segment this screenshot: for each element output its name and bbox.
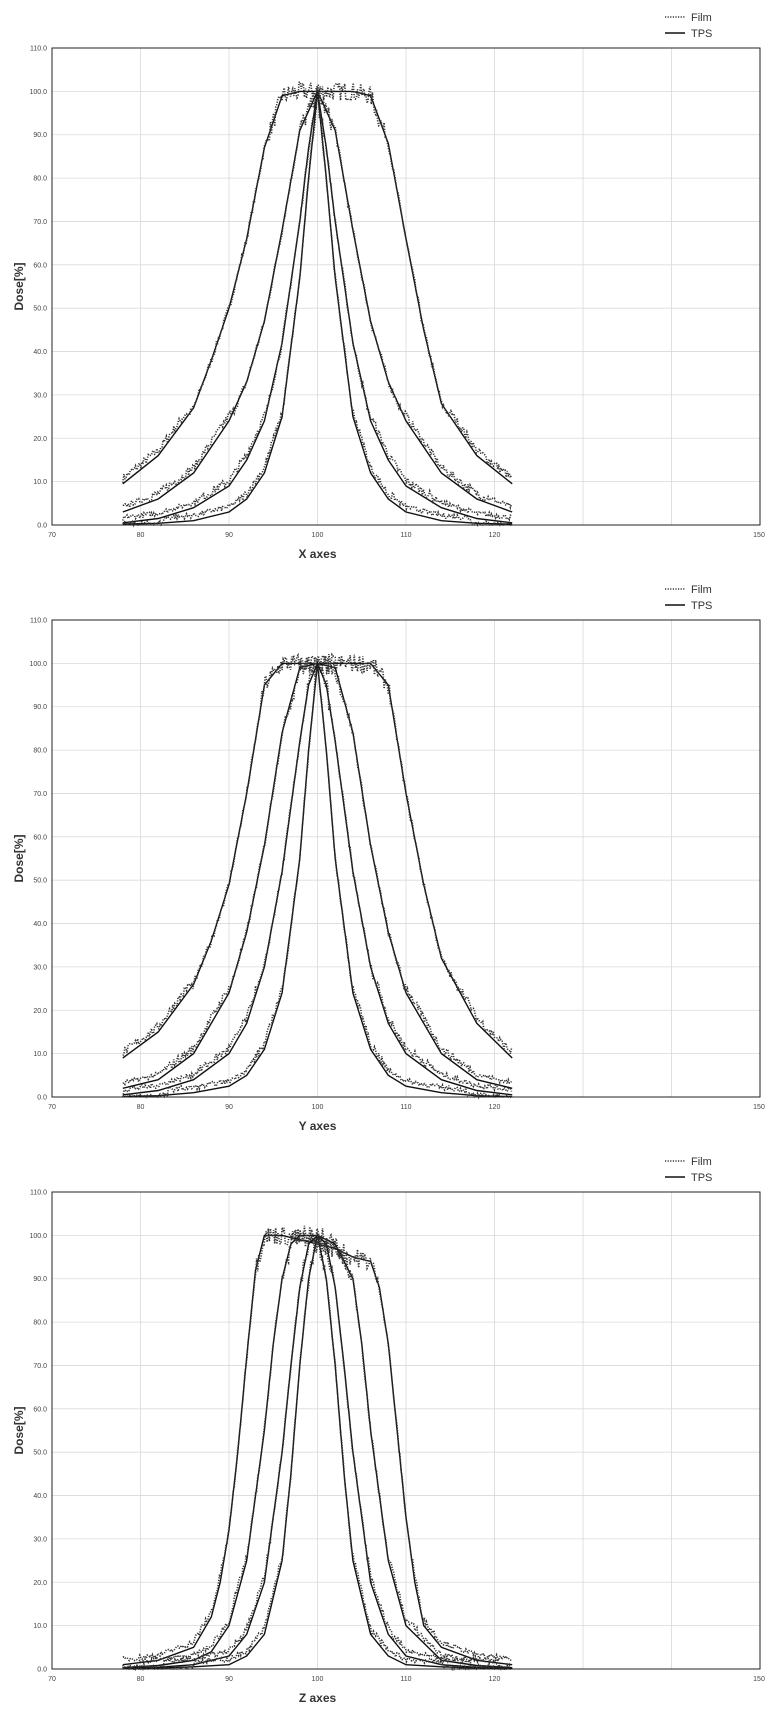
y-tick-label: 0.0 <box>37 1095 47 1102</box>
y-tick-label: 100.0 <box>29 661 47 668</box>
y-tick-label: 60.0 <box>33 834 47 841</box>
x-tick-label: 110 <box>400 532 411 539</box>
x-axis-title: Y axes <box>299 1119 337 1133</box>
y-tick-label: 50.0 <box>33 1450 47 1457</box>
x-axis-title: Z axes <box>299 1691 337 1705</box>
x-tick-label: 90 <box>225 532 233 539</box>
x-tick-label: 150 <box>753 1104 765 1111</box>
y-tick-label: 70.0 <box>33 791 47 798</box>
y-tick-label: 110.0 <box>30 1190 47 1197</box>
y-tick-label: 100.0 <box>29 89 47 96</box>
y-tick-label: 40.0 <box>33 349 47 356</box>
x-tick-label: 70 <box>48 532 56 539</box>
y-tick-label: 40.0 <box>33 921 47 928</box>
y-tick-label: 20.0 <box>33 436 47 443</box>
film-curve <box>122 1232 513 1672</box>
y-tick-label: 110.0 <box>30 46 47 53</box>
y-tick-label: 30.0 <box>33 392 47 399</box>
plot-frame <box>51 47 761 526</box>
x-tick-label: 70 <box>48 1676 56 1683</box>
legend-tps-label: TPS <box>691 1172 712 1184</box>
x-tick-label: 120 <box>489 532 501 539</box>
x-axis-title: X axes <box>298 547 336 561</box>
y-tick-label: 60.0 <box>33 1406 47 1413</box>
y-tick-label: 90.0 <box>33 704 47 711</box>
film-curve <box>122 654 513 1087</box>
x-tick-label: 120 <box>489 1104 501 1111</box>
film-curve <box>122 1234 513 1672</box>
y-tick-label: 100.0 <box>29 1233 47 1240</box>
tps-curve <box>122 663 513 1098</box>
x-tick-label: 110 <box>400 1104 411 1111</box>
grid <box>52 47 760 525</box>
y-tick-label: 0.0 <box>37 523 47 530</box>
plot-frame <box>51 1191 761 1670</box>
tps-curve <box>122 1235 513 1670</box>
y-tick-label: 70.0 <box>33 1363 47 1370</box>
chart-svg: 0.0 10.0 20.0 30.0 40.0 50.0 60.0 70.0 80.0 90.0 1… <box>12 1156 765 1705</box>
legend-film-label: Film <box>691 584 712 596</box>
y-tick-label: 80.0 <box>33 1320 47 1327</box>
x-tick-label: 90 <box>225 1104 233 1111</box>
x-tick-label: 100 <box>312 532 324 539</box>
y-tick-label: 50.0 <box>33 878 47 885</box>
y-tick-label: 80.0 <box>33 748 47 755</box>
x-tick-label: 80 <box>137 1104 145 1111</box>
legend-film-label: Film <box>691 12 712 24</box>
film-curve <box>122 663 513 1100</box>
chart-panel: 0.0 10.0 20.0 30.0 40.0 50.0 60.0 70.0 80.0 90.0 1… <box>0 0 765 572</box>
film-curve <box>122 652 513 1057</box>
grid <box>52 1191 760 1669</box>
x-tick-label: 90 <box>225 1676 233 1683</box>
y-tick-label: 90.0 <box>33 1276 47 1283</box>
chart-svg: 0.0 10.0 20.0 30.0 40.0 50.0 60.0 70.0 80.0 90.0 1… <box>12 12 765 561</box>
y-tick-label: 80.0 <box>33 176 47 183</box>
x-tick-label: 100 <box>312 1104 324 1111</box>
x-tick-label: 150 <box>753 532 765 539</box>
legend-tps-label: TPS <box>691 28 712 40</box>
x-tick-label: 80 <box>137 1676 145 1683</box>
y-tick-label: 30.0 <box>33 1536 47 1543</box>
x-tick-label: 100 <box>312 1676 324 1683</box>
grid <box>52 619 760 1097</box>
x-tick-label: 120 <box>489 1676 501 1683</box>
x-tick-label: 110 <box>400 1676 411 1683</box>
y-tick-label: 90.0 <box>33 132 47 139</box>
y-tick-label: 10.0 <box>33 479 47 486</box>
legend-film-label: Film <box>691 1156 712 1168</box>
legend: Film TPS <box>665 1156 712 1184</box>
film-curve <box>122 84 512 522</box>
legend-tps-label: TPS <box>691 600 712 612</box>
chart-panel: 0.0 10.0 20.0 30.0 40.0 50.0 60.0 70.0 80.0 90.0 1… <box>0 572 765 1144</box>
y-axis-title: Dose[%] <box>12 262 26 310</box>
x-tick-label: 70 <box>48 1104 56 1111</box>
y-tick-label: 20.0 <box>33 1580 47 1587</box>
y-tick-label: 60.0 <box>33 262 47 269</box>
x-tick-label: 80 <box>137 532 145 539</box>
chart-svg: 0.0 10.0 20.0 30.0 40.0 50.0 60.0 70.0 80.0 90.0 1… <box>12 584 765 1133</box>
x-tick-label: 150 <box>753 1676 765 1683</box>
film-curve <box>122 88 512 528</box>
legend: Film TPS <box>665 12 712 40</box>
y-tick-label: 10.0 <box>33 1623 47 1630</box>
film-curve <box>122 658 513 1098</box>
y-tick-label: 50.0 <box>33 306 47 313</box>
y-axis-title: Dose[%] <box>12 1406 26 1454</box>
film-curve <box>122 84 513 511</box>
y-tick-label: 30.0 <box>33 964 47 971</box>
y-tick-label: 70.0 <box>33 219 47 226</box>
film-curve <box>122 1227 512 1663</box>
y-axis-title: Dose[%] <box>12 834 26 882</box>
y-tick-label: 20.0 <box>33 1008 47 1015</box>
y-tick-label: 110.0 <box>30 618 47 625</box>
y-tick-label: 40.0 <box>33 1493 47 1500</box>
film-curve <box>122 1225 512 1672</box>
y-tick-label: 10.0 <box>33 1051 47 1058</box>
plot-frame <box>51 619 761 1098</box>
y-tick-label: 0.0 <box>37 1667 47 1674</box>
chart-panel: 0.0 10.0 20.0 30.0 40.0 50.0 60.0 70.0 80.0 90.0 1… <box>0 1144 765 1716</box>
legend: Film TPS <box>665 584 712 612</box>
